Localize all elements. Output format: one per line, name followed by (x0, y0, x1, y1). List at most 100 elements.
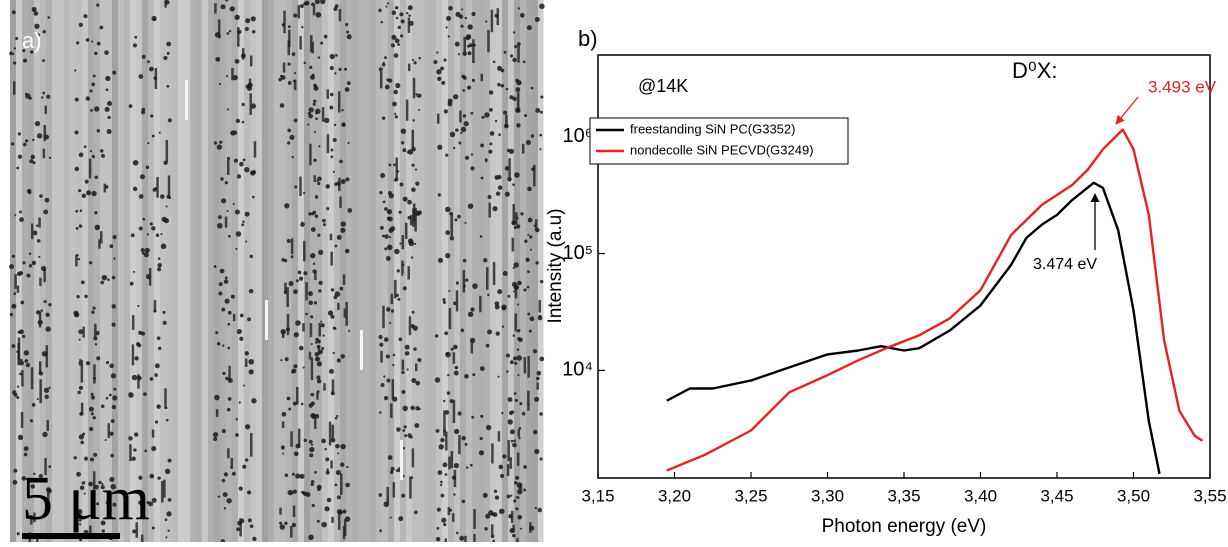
defect (9, 312, 14, 317)
defect (281, 258, 285, 262)
defect (437, 76, 442, 81)
defect (445, 253, 451, 259)
defect (164, 518, 168, 522)
streak (473, 508, 476, 530)
defect (94, 484, 99, 490)
streak (16, 285, 20, 293)
defect (34, 23, 40, 29)
defect (502, 271, 508, 276)
defect (217, 495, 221, 498)
defect (483, 258, 488, 263)
streak (311, 41, 314, 54)
streak (330, 251, 333, 266)
defect (78, 152, 84, 158)
streak (486, 267, 489, 290)
defect (461, 8, 464, 11)
streak (459, 110, 462, 123)
defect (318, 145, 321, 148)
defect (387, 455, 393, 460)
defect (28, 190, 32, 195)
defect (91, 489, 96, 494)
defect (527, 233, 530, 237)
defect (465, 34, 472, 40)
defect (479, 235, 483, 238)
defect (283, 290, 288, 294)
defect (390, 466, 395, 472)
defect (461, 435, 466, 441)
streak (131, 315, 135, 330)
defect (485, 424, 492, 431)
defect (218, 215, 222, 220)
streak (292, 505, 296, 517)
defect (383, 395, 389, 401)
defect (224, 276, 228, 280)
defect (24, 139, 29, 143)
streak (411, 129, 415, 149)
streak (514, 286, 518, 299)
defect (90, 108, 93, 112)
defect (22, 49, 26, 53)
annotation: 3.474 eV (1033, 256, 1097, 273)
defect (326, 497, 332, 503)
defect (16, 166, 20, 170)
defect (316, 379, 322, 384)
defect (527, 186, 532, 192)
micrograph (9, 0, 545, 547)
series-line (666, 181, 1161, 475)
defect (311, 503, 315, 508)
streak (39, 277, 42, 286)
defect (472, 373, 476, 377)
defect (78, 189, 82, 193)
stripe (94, 0, 100, 542)
streak (517, 429, 521, 437)
defect (227, 322, 231, 326)
defect (43, 387, 50, 393)
defect (399, 12, 404, 17)
defect (399, 182, 404, 187)
defect (398, 210, 402, 214)
defect (307, 123, 310, 126)
bright-streak (265, 300, 268, 340)
defect (109, 431, 114, 436)
defect (134, 432, 139, 437)
defect (313, 158, 317, 162)
defect (282, 452, 285, 455)
defect (299, 473, 305, 479)
streak (342, 525, 346, 540)
defect (40, 309, 44, 312)
defect (308, 107, 314, 113)
defect (21, 476, 26, 481)
defect (310, 413, 316, 419)
defect (96, 356, 101, 361)
defect (469, 43, 473, 48)
defect (45, 326, 51, 332)
defect (85, 96, 91, 101)
stripe (232, 0, 238, 542)
defect (512, 334, 515, 337)
defect (288, 281, 294, 287)
streak (337, 512, 341, 530)
streak (506, 464, 510, 476)
defect (523, 488, 527, 492)
streak (338, 8, 342, 22)
defect (465, 278, 469, 282)
defect (384, 234, 389, 239)
defect (9, 264, 14, 270)
defect (100, 485, 105, 490)
defect (224, 181, 228, 185)
defect (413, 61, 417, 65)
streak (401, 359, 405, 371)
defect (79, 523, 82, 526)
defect (291, 472, 295, 476)
streak (329, 233, 333, 241)
defect (518, 437, 521, 440)
defect (94, 343, 98, 346)
defect (521, 411, 526, 416)
defect (516, 355, 522, 361)
defect (17, 434, 24, 441)
defect (391, 34, 397, 40)
defect (232, 202, 235, 206)
defect (81, 481, 86, 485)
streak (89, 525, 92, 539)
